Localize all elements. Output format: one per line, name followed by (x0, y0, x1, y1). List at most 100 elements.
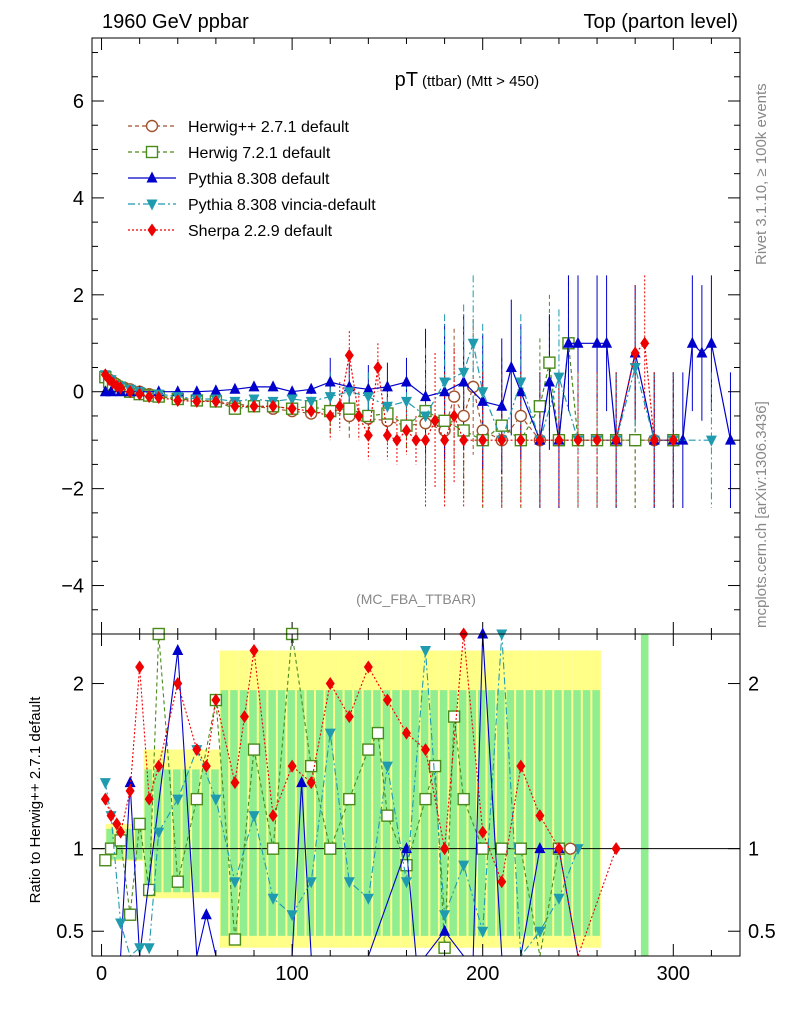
ratio-band-green (411, 690, 419, 936)
ratio-data-point (553, 893, 565, 905)
ratio-band-green (173, 769, 181, 893)
ratio-data-point (144, 792, 154, 806)
ratio-band-green (335, 690, 343, 936)
ratio-data-point (371, 726, 385, 740)
ratio-data-point (362, 893, 374, 905)
ratio-data-point (116, 825, 126, 839)
main-data-point (514, 409, 528, 423)
ratio-data-point (611, 842, 621, 856)
ratio-data-point (440, 842, 450, 856)
ratio-data-point (477, 926, 489, 938)
main-y-tick-label: −2 (61, 479, 84, 501)
main-data-point (230, 399, 240, 413)
ratio-band-green (287, 690, 295, 936)
ratio-data-point (554, 842, 564, 856)
ratio-band-green (449, 690, 457, 936)
main-data-point (705, 435, 717, 447)
main-data-point (477, 387, 489, 399)
ratio-data-point (478, 825, 488, 839)
ratio-data-point (514, 842, 528, 855)
main-data-point (439, 377, 451, 389)
ratio-band-green (468, 690, 476, 936)
ratio-data-point (124, 776, 136, 788)
ratio-data-point (535, 809, 545, 823)
main-data-point (144, 390, 154, 404)
main-data-point (248, 380, 260, 392)
ratio-band-green (525, 690, 534, 936)
legend-marker (146, 171, 158, 183)
main-data-point (628, 433, 642, 447)
ratio-band-green (420, 690, 429, 936)
main-x-axis-ticks (101, 38, 712, 634)
ratio-data-point (249, 644, 259, 658)
ratio-band-green (306, 690, 314, 936)
main-data-point (668, 433, 678, 447)
ratio-data-point (362, 743, 375, 756)
ratio-data-point (201, 759, 211, 773)
ratio-data-point (534, 842, 546, 854)
ratio-data-point (325, 677, 335, 691)
ratio-y-tick-label-right: 2 (748, 674, 759, 696)
ratio-band-green (192, 769, 200, 893)
main-data-point (229, 382, 241, 394)
ratio-data-point (343, 792, 356, 806)
main-data-point (325, 409, 335, 423)
main-series-2 (99, 336, 736, 445)
ratio-band-green (239, 690, 248, 936)
main-data-point (343, 402, 356, 415)
ratio-data-point (400, 858, 413, 872)
ratio-band-green (296, 690, 305, 936)
main-data-point (505, 360, 517, 372)
collider-energy-label: 1960 GeV ppbar (102, 11, 249, 33)
ratio-band-green (573, 690, 581, 936)
main-data-point (125, 385, 135, 399)
main-data-point (344, 348, 354, 362)
mcplots-reference-label: mcplots.cern.ch [arXiv:1306.3436] (753, 401, 770, 628)
ratio-data-point (496, 629, 508, 641)
ratio-band-green (430, 690, 438, 936)
ratio-data-point (106, 809, 116, 823)
main-data-point (211, 394, 221, 408)
ratio-data-point (419, 792, 432, 806)
ratio-data-point (229, 877, 241, 889)
ratio-band-green (363, 690, 372, 936)
ratio-uncertainty-bands (92, 634, 740, 956)
ratio-band-green (506, 690, 515, 936)
main-data-point (457, 409, 470, 423)
ratio-band-green (401, 690, 410, 936)
ratio-data-point (324, 842, 337, 855)
ratio-y-axis: 0.5 0.5 1 1 2 2 (56, 674, 776, 944)
main-data-point (411, 433, 421, 447)
x-tick-label: 200 (466, 963, 499, 985)
ratio-band-green (477, 690, 486, 936)
ratio-band-green (344, 690, 353, 936)
ratio-band-green (325, 690, 334, 936)
main-y-tick-label: 4 (73, 188, 84, 210)
main-data-point (381, 380, 393, 392)
ratio-y-tick-label: 2 (73, 674, 84, 696)
ratio-data-point (344, 710, 354, 724)
main-y-tick-label: −4 (61, 576, 84, 598)
ratio-band-green (497, 690, 505, 936)
ratio-data-point (123, 908, 137, 921)
ratio-reference-point (564, 842, 577, 855)
main-data-point (381, 401, 393, 413)
main-y-tick-label: 2 (73, 285, 84, 307)
main-data-point (105, 385, 117, 397)
ratio-band-green (487, 690, 496, 936)
ratio-data-point (268, 809, 278, 823)
ratio-data-point (142, 883, 156, 897)
ratio-series-line-3 (104, 633, 617, 959)
ratio-data-point (172, 644, 184, 656)
ratio-data-point (401, 726, 411, 740)
main-data-point (116, 381, 126, 395)
ratio-band-green (563, 690, 572, 936)
ratio-data-point (239, 710, 249, 724)
main-data-point (705, 336, 717, 348)
ratio-data-point (534, 926, 546, 938)
main-y-axis: −4 −2 0 2 4 6 (61, 52, 740, 635)
main-data-point (267, 380, 279, 392)
ratio-band-green (554, 690, 562, 936)
legend-marker (147, 223, 157, 237)
